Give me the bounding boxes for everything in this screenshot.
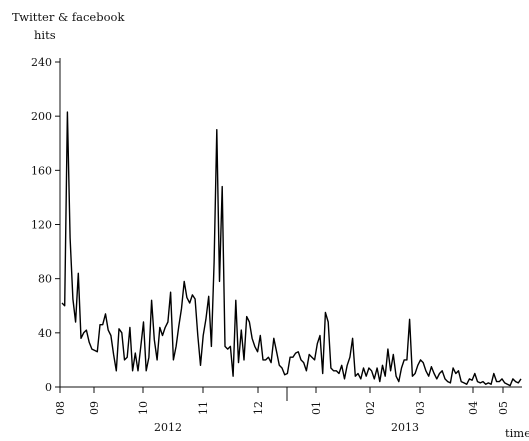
x-tick-label: 05 bbox=[497, 401, 510, 415]
series-line bbox=[61, 111, 522, 387]
chart-ticks: 0 40 80 120 160 200 240 08 09 10 11 12 01 02 03 04 05 201… bbox=[31, 56, 510, 434]
x-tick-label: 01 bbox=[310, 401, 323, 415]
y-tick-label: 40 bbox=[38, 327, 52, 340]
y-tick-label: 160 bbox=[31, 164, 52, 177]
x-tick-label: 04 bbox=[467, 401, 480, 415]
y-axis-label-line-2: hits bbox=[34, 28, 56, 42]
year-label: 2012 bbox=[154, 421, 182, 434]
y-tick-label: 120 bbox=[31, 219, 52, 232]
x-tick-label: 11 bbox=[197, 401, 210, 415]
y-axis-label-line-1: Twitter & facebook bbox=[12, 10, 125, 24]
x-axis-label: time bbox=[505, 426, 529, 440]
y-tick-label: 80 bbox=[38, 273, 52, 286]
year-label: 2013 bbox=[391, 421, 419, 434]
x-tick-label: 12 bbox=[252, 401, 265, 415]
x-tick-label: 03 bbox=[414, 401, 427, 415]
plot-area bbox=[61, 111, 522, 387]
x-tick-label: 08 bbox=[54, 401, 67, 415]
y-tick-label: 200 bbox=[31, 110, 52, 123]
x-tick-label: 09 bbox=[88, 401, 101, 415]
x-tick-label: 02 bbox=[364, 401, 377, 415]
chart-axes bbox=[59, 58, 522, 388]
x-tick-label: 10 bbox=[137, 401, 150, 415]
y-tick-label: 0 bbox=[45, 381, 52, 394]
y-tick-label: 240 bbox=[31, 56, 52, 69]
